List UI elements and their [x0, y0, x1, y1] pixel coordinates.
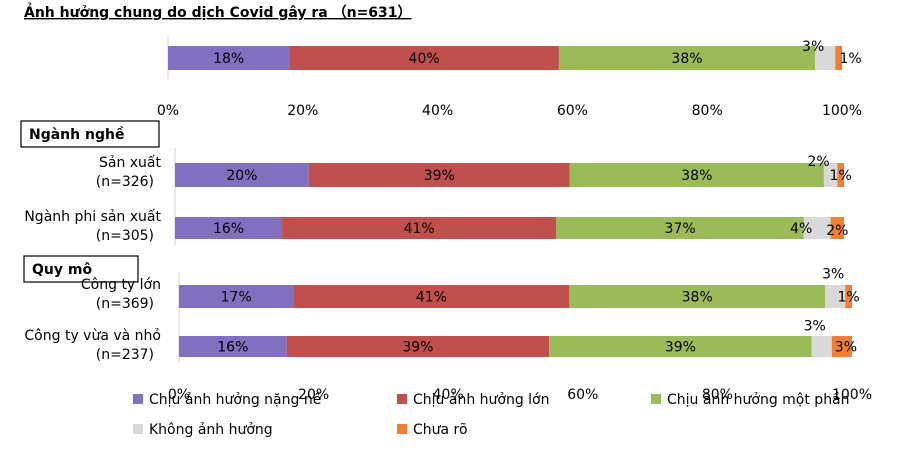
- bar-segment: [823, 163, 838, 187]
- data-label: 3%: [802, 39, 824, 55]
- grid-layer: [20, 37, 180, 362]
- data-label: 3%: [822, 267, 844, 283]
- bar-segment: [569, 285, 826, 308]
- data-label: 4%: [790, 221, 812, 237]
- bars-layer: [133, 46, 852, 434]
- bar-segment: [558, 46, 816, 70]
- bar-segment: [825, 285, 846, 308]
- data-label: 37%: [665, 221, 696, 237]
- x-tick-label: 40%: [422, 103, 453, 119]
- category-label: Công ty vừa và nhỏ: [24, 328, 161, 344]
- bar-segment: [549, 336, 812, 357]
- data-label: 18%: [213, 51, 244, 67]
- bar-segment: [556, 217, 804, 239]
- x-tick-label: 60%: [557, 103, 588, 119]
- x-tick-label: 0%: [157, 103, 179, 119]
- data-label: 40%: [409, 51, 440, 67]
- bar-segment: [282, 217, 557, 239]
- category-sublabel: (n=369): [96, 296, 154, 312]
- category-sublabel: (n=305): [96, 228, 154, 244]
- group-label: Quy mô: [32, 262, 92, 278]
- data-label: 38%: [681, 168, 712, 184]
- data-label: 3%: [804, 319, 826, 335]
- data-label: 38%: [671, 51, 702, 67]
- bar-segment: [289, 46, 559, 70]
- category-label: Sản xuất: [99, 155, 162, 171]
- data-label: 41%: [416, 290, 447, 306]
- data-label: 1%: [830, 168, 852, 184]
- data-label: 3%: [835, 340, 857, 356]
- data-label: 1%: [838, 290, 860, 306]
- x-tick-label: 100%: [832, 387, 872, 403]
- x-tick-label: 0%: [168, 387, 190, 403]
- bar-segment: [293, 285, 570, 308]
- legend-swatch: [133, 424, 143, 434]
- bar-segment: [803, 217, 831, 239]
- legend-label: Không ảnh hưởng: [149, 422, 273, 438]
- data-label: 39%: [402, 340, 433, 356]
- data-label: 16%: [213, 221, 244, 237]
- data-label: 39%: [424, 168, 455, 184]
- legend-label: Chưa rõ: [413, 422, 468, 438]
- data-label: 2%: [826, 223, 848, 239]
- data-label: 17%: [221, 290, 252, 306]
- x-tick-label: 20%: [298, 387, 329, 403]
- bar-segment: [830, 217, 844, 239]
- bar-segment: [286, 336, 550, 357]
- x-tick-label: 80%: [702, 387, 733, 403]
- x-tick-label: 60%: [567, 387, 598, 403]
- legend-label: Chịu ảnh hưởng một phần: [667, 392, 850, 408]
- bar-segment: [179, 336, 287, 357]
- category-label: Công ty lớn: [81, 277, 161, 293]
- data-label: 41%: [404, 221, 435, 237]
- x-tick-label: 40%: [433, 387, 464, 403]
- data-label: 39%: [665, 340, 696, 356]
- x-tick-label: 80%: [692, 103, 723, 119]
- chart-title: Ảnh hưởng chung do dịch Covid gây ra （n=…: [24, 2, 412, 21]
- data-label: 38%: [682, 290, 713, 306]
- legend-swatch: [651, 394, 661, 404]
- category-label: Ngành phi sản xuất: [24, 209, 161, 225]
- bar-segment: [308, 163, 570, 187]
- legend-swatch: [133, 394, 143, 404]
- bar-segment: [168, 46, 290, 70]
- group-label-box: [23, 255, 139, 283]
- bar-segment: [835, 46, 842, 70]
- data-label: 16%: [217, 340, 248, 356]
- x-tick-label: 100%: [822, 103, 862, 119]
- legend-label: Chịu ảnh hưởng nặng nề: [149, 391, 321, 408]
- legend-label: Chịu ảnh hưởng lớn: [413, 392, 550, 408]
- bar-segment: [175, 217, 283, 239]
- bar-segment: [831, 336, 852, 357]
- category-sublabel: (n=326): [96, 174, 154, 190]
- x-tick-label: 20%: [287, 103, 318, 119]
- bar-segment: [815, 46, 836, 70]
- data-label: 2%: [808, 154, 830, 170]
- group-label-box: [20, 120, 160, 148]
- bar-segment: [569, 163, 824, 187]
- data-label: 20%: [226, 168, 257, 184]
- category-sublabel: (n=237): [96, 347, 154, 363]
- bar-segment: [837, 163, 844, 187]
- data-label: 1%: [840, 51, 862, 67]
- bar-segment: [811, 336, 832, 357]
- bar-segment: [179, 285, 294, 308]
- bar-segment: [175, 163, 309, 187]
- legend-swatch: [397, 394, 407, 404]
- bar-segment: [845, 285, 852, 308]
- legend-swatch: [397, 424, 407, 434]
- group-label: Ngành nghề: [29, 126, 124, 143]
- labels-layer: 18% 40% 38% 3% 1% 0% 20% 40% 60% 80% 100% Ngành ngh…: [24, 39, 872, 438]
